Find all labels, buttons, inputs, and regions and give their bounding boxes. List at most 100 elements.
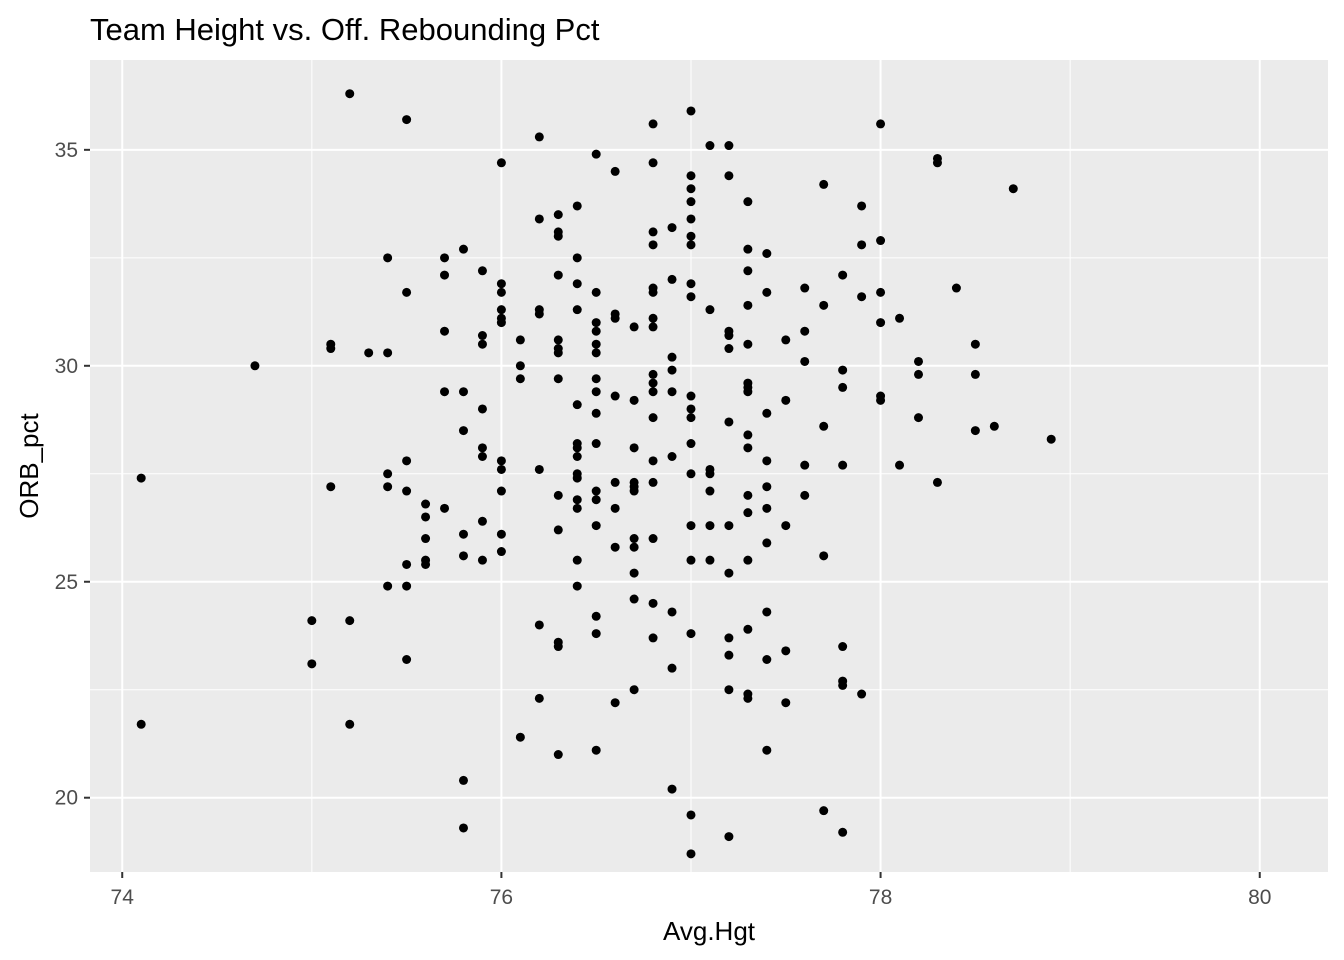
data-point — [932, 477, 942, 487]
data-point — [648, 387, 658, 397]
data-point — [648, 456, 658, 466]
data-point — [648, 477, 658, 487]
data-point — [572, 201, 582, 211]
data-point — [572, 473, 582, 483]
data-point — [667, 663, 677, 673]
data-point — [572, 581, 582, 591]
data-point — [136, 473, 146, 483]
data-point — [1008, 184, 1018, 194]
data-point — [477, 331, 487, 341]
data-point — [629, 534, 639, 544]
data-point — [610, 313, 620, 323]
data-point — [383, 581, 393, 591]
data-point — [686, 184, 696, 194]
data-point — [762, 287, 772, 297]
data-point — [667, 352, 677, 362]
data-point — [781, 395, 791, 405]
data-point — [402, 287, 412, 297]
data-point — [705, 486, 715, 496]
data-point — [250, 361, 260, 371]
data-point — [591, 287, 601, 297]
data-point — [515, 374, 525, 384]
data-point — [743, 624, 753, 634]
data-point — [667, 784, 677, 794]
data-point — [686, 279, 696, 289]
data-point — [705, 305, 715, 315]
data-point — [970, 339, 980, 349]
data-point — [477, 555, 487, 565]
data-point — [686, 404, 696, 414]
x-tick-label: 74 — [111, 886, 135, 909]
data-point — [648, 534, 658, 544]
data-point — [819, 806, 829, 816]
y-tick-label: 20 — [55, 787, 78, 810]
data-point — [724, 417, 734, 427]
data-point — [496, 529, 506, 539]
data-point — [667, 387, 677, 397]
data-point — [553, 231, 563, 241]
data-point — [800, 326, 810, 336]
data-point — [477, 404, 487, 414]
data-point — [819, 300, 829, 310]
data-point — [402, 581, 412, 591]
y-tick-label: 30 — [55, 355, 78, 378]
x-tick-label: 80 — [1248, 886, 1271, 909]
data-point — [629, 685, 639, 695]
data-point — [553, 348, 563, 358]
data-point — [629, 594, 639, 604]
data-point — [876, 119, 886, 129]
data-point — [686, 171, 696, 181]
data-point — [610, 477, 620, 487]
data-point — [667, 223, 677, 233]
data-point — [534, 132, 544, 142]
data-point — [648, 240, 658, 250]
data-point — [591, 387, 601, 397]
data-point — [383, 253, 393, 263]
data-point — [686, 439, 696, 449]
data-point — [345, 719, 355, 729]
y-tick-label: 25 — [55, 571, 78, 594]
y-axis-title: ORB_pct — [14, 412, 44, 518]
data-point — [724, 832, 734, 842]
data-point — [591, 339, 601, 349]
data-point — [591, 486, 601, 496]
data-point — [705, 555, 715, 565]
data-point — [553, 335, 563, 345]
data-point — [421, 512, 431, 522]
data-point — [743, 266, 753, 276]
data-point — [686, 292, 696, 302]
data-point — [838, 365, 848, 375]
data-point — [648, 378, 658, 388]
data-point — [553, 490, 563, 500]
data-point — [876, 287, 886, 297]
data-point — [458, 823, 468, 833]
data-point — [686, 849, 696, 859]
data-point — [421, 534, 431, 544]
data-point — [686, 240, 696, 250]
y-axis: 20 25 30 35 — [55, 139, 90, 810]
data-point — [686, 413, 696, 423]
data-point — [553, 374, 563, 384]
data-point — [440, 270, 450, 280]
data-point — [686, 629, 696, 639]
data-point — [572, 400, 582, 410]
data-point — [838, 270, 848, 280]
data-point — [629, 443, 639, 453]
data-point — [458, 244, 468, 254]
data-point — [572, 305, 582, 315]
data-point — [743, 197, 753, 207]
data-point — [610, 166, 620, 176]
data-point — [838, 827, 848, 837]
data-point — [458, 387, 468, 397]
data-point — [648, 322, 658, 332]
data-point — [686, 197, 696, 207]
data-point — [876, 318, 886, 328]
data-point — [591, 374, 601, 384]
data-point — [724, 633, 734, 643]
data-point — [970, 426, 980, 436]
data-point — [819, 421, 829, 431]
data-point — [667, 274, 677, 284]
data-point — [705, 141, 715, 151]
data-point — [591, 495, 601, 505]
data-point — [383, 348, 393, 358]
